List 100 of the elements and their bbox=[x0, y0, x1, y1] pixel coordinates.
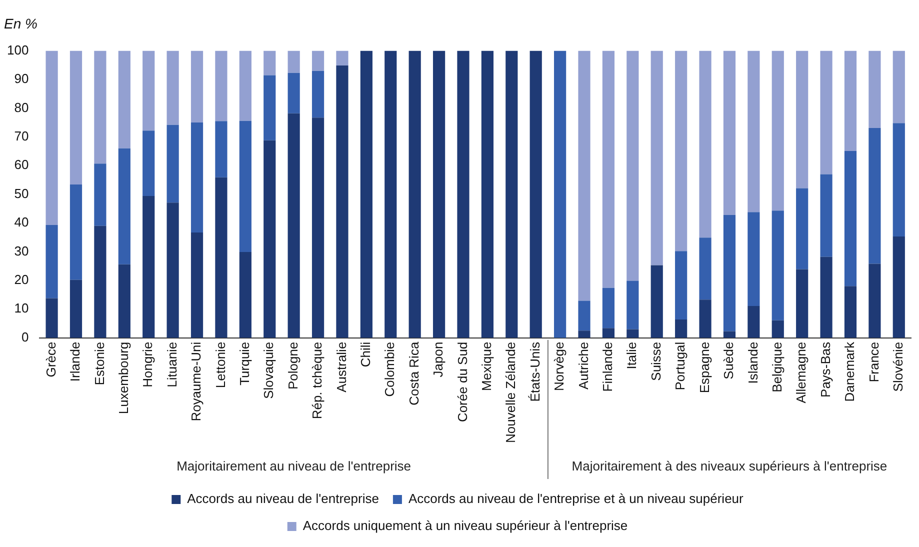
x-tick-label: Colombie bbox=[382, 342, 398, 397]
bar bbox=[699, 300, 712, 338]
text: Majoritairement à des niveaux supérieurs à l'entreprise bbox=[572, 458, 888, 474]
bar bbox=[626, 329, 639, 338]
bar bbox=[820, 256, 832, 338]
x-tick-label: Luxembourg bbox=[116, 342, 131, 414]
bar bbox=[432, 50, 446, 338]
bar bbox=[844, 286, 857, 338]
x-tick-label: Australie bbox=[334, 342, 349, 392]
x-tick-label: Lituanie bbox=[164, 342, 180, 388]
x-tick-label: Pays-Bas bbox=[818, 341, 833, 398]
bar bbox=[239, 50, 252, 121]
x-tick-label: Slovaquie bbox=[261, 342, 276, 399]
x-tick-label: Estonie bbox=[92, 342, 107, 386]
y-tick-label: 70 bbox=[14, 128, 29, 144]
bar bbox=[142, 196, 155, 338]
y-tick-label: 20 bbox=[14, 272, 29, 287]
bar bbox=[118, 50, 130, 148]
bar bbox=[892, 50, 905, 124]
bar bbox=[650, 50, 663, 266]
bar bbox=[190, 50, 204, 123]
bar bbox=[820, 174, 832, 257]
x-tick-label: Slovénie bbox=[890, 342, 906, 392]
bar bbox=[215, 121, 228, 178]
x-tick-label: Mexique bbox=[479, 342, 494, 391]
bar bbox=[408, 50, 421, 338]
y-tick-label: 100 bbox=[6, 42, 29, 58]
x-tick-label: Pologne bbox=[285, 342, 300, 390]
bar bbox=[699, 238, 712, 300]
bar bbox=[142, 50, 155, 131]
legend-label: Accords au niveau de l'entreprise et à un niveau supérieur bbox=[408, 491, 744, 506]
x-tick-label: Norvège bbox=[552, 342, 567, 391]
bar bbox=[578, 330, 590, 338]
bar bbox=[70, 50, 82, 185]
bar bbox=[336, 50, 348, 66]
bar bbox=[530, 50, 542, 338]
x-tick-label: Corée du Sud bbox=[454, 342, 470, 422]
bar bbox=[723, 331, 736, 338]
bar bbox=[264, 50, 276, 76]
bar bbox=[94, 50, 106, 164]
bar bbox=[699, 50, 712, 238]
bar bbox=[384, 50, 397, 338]
bar bbox=[578, 50, 590, 301]
bar bbox=[166, 124, 179, 203]
bar bbox=[46, 225, 58, 298]
bar bbox=[506, 50, 518, 338]
bar bbox=[626, 280, 639, 330]
bar bbox=[288, 72, 300, 114]
bar bbox=[602, 328, 615, 338]
bar bbox=[748, 212, 760, 306]
y-tick-label: 30 bbox=[14, 243, 29, 258]
x-tick-label: Lettonie bbox=[212, 342, 228, 388]
x-tick-label: Chili bbox=[358, 342, 374, 368]
bar bbox=[772, 320, 784, 338]
y-tick-label: 0 bbox=[21, 329, 29, 344]
bar bbox=[723, 214, 736, 332]
x-tick-label: Portugal bbox=[672, 342, 688, 390]
y-tick-label: 50 bbox=[14, 186, 29, 201]
x-tick-label: Nouvelle Zélande bbox=[503, 342, 518, 444]
bar bbox=[118, 264, 130, 338]
bar bbox=[675, 50, 688, 252]
x-tick-label: Japon bbox=[430, 342, 446, 378]
bar bbox=[868, 264, 881, 338]
bar bbox=[312, 50, 324, 71]
bar bbox=[892, 123, 905, 237]
bar bbox=[360, 50, 372, 338]
x-tick-label: Turquie bbox=[236, 342, 252, 386]
bar bbox=[481, 50, 494, 338]
legend-label: Accords uniquement à un niveau supérieur à l'entreprise bbox=[302, 518, 628, 534]
bar bbox=[166, 202, 179, 338]
bar bbox=[626, 50, 639, 281]
bar bbox=[844, 50, 857, 151]
x-tick-label: États-Unis bbox=[527, 341, 542, 402]
bar bbox=[602, 288, 615, 328]
bar bbox=[554, 50, 566, 338]
bar bbox=[796, 269, 808, 338]
bar bbox=[70, 280, 82, 338]
x-tick-label: Rép. tchèque bbox=[310, 342, 325, 420]
bar bbox=[190, 122, 204, 232]
x-tick-label: France bbox=[866, 342, 882, 382]
x-tick-label: Grèce bbox=[43, 342, 58, 378]
bar bbox=[336, 65, 348, 338]
y-tick-label: 60 bbox=[14, 157, 29, 172]
x-tick-label: Costa Rica bbox=[406, 341, 422, 406]
x-tick-label: Espagne bbox=[696, 342, 712, 394]
bar bbox=[868, 128, 881, 264]
x-tick-label: Allemagne bbox=[794, 342, 809, 404]
y-tick-label: 90 bbox=[14, 71, 29, 86]
bar bbox=[748, 50, 760, 212]
bar bbox=[94, 226, 106, 338]
legend-label: Accords au niveau de l'entreprise bbox=[187, 491, 379, 506]
bar bbox=[748, 306, 760, 338]
bar bbox=[142, 130, 155, 196]
bar bbox=[264, 140, 276, 338]
bar bbox=[844, 150, 857, 286]
bar bbox=[70, 184, 82, 280]
bar bbox=[578, 300, 590, 331]
x-tick-label: Danemark bbox=[842, 341, 858, 402]
bar bbox=[457, 50, 470, 338]
x-tick-label: Hongrie bbox=[140, 342, 156, 388]
